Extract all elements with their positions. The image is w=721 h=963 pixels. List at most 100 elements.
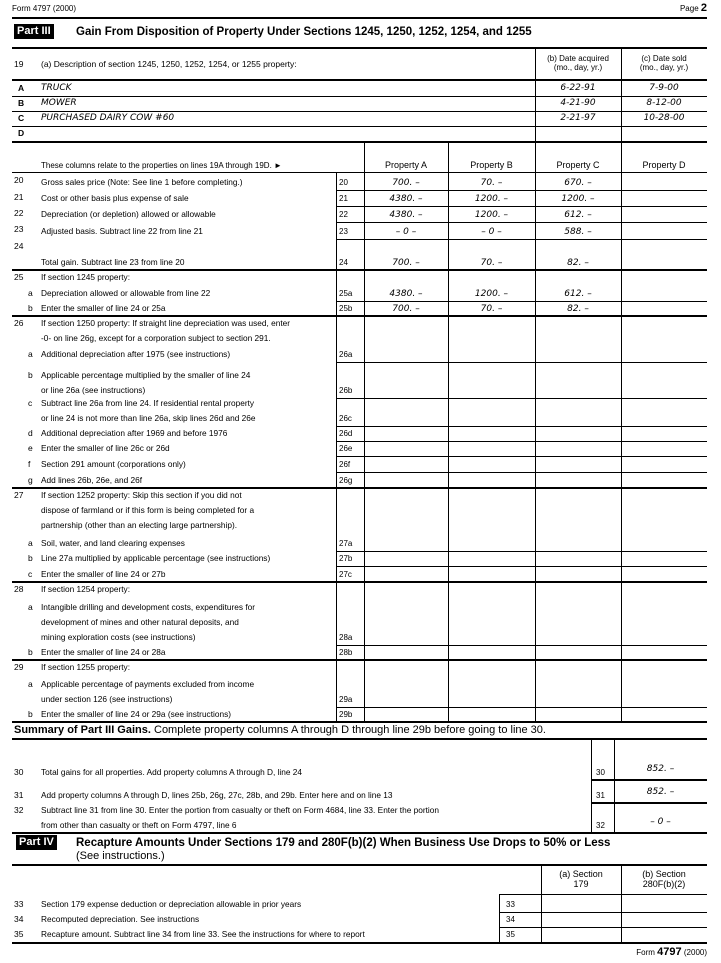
amount-field-property-a[interactable]: 700. – — [392, 258, 420, 268]
page-label: Page — [679, 4, 699, 13]
line-box-label: 26c — [339, 414, 352, 423]
divider — [336, 398, 707, 399]
part4-badge: Part IV — [16, 835, 57, 850]
line-number: 34 — [14, 914, 24, 924]
line-letter: c — [28, 569, 33, 579]
amount-field-property-b[interactable]: 70. – — [480, 304, 503, 314]
divider — [499, 895, 500, 943]
line-description: Soil, water, and land clearing expenses — [41, 538, 185, 548]
divider — [12, 79, 707, 81]
line-description: Depreciation (or depletion) allowed or a… — [41, 209, 216, 219]
amount-field-property-b[interactable]: 1200. – — [474, 194, 509, 204]
line-box-label: 27b — [339, 554, 353, 563]
divider — [336, 222, 707, 223]
line-number: 32 — [14, 805, 24, 815]
amount-field-property-b[interactable]: 70. – — [480, 178, 503, 188]
amount-field-property-c[interactable]: 612. – — [564, 210, 592, 220]
line-description: If section 1250 property: If straight li… — [41, 318, 291, 343]
divider — [12, 721, 707, 723]
line-description: Section 291 amount (corporations only) — [41, 459, 186, 469]
amount-field-property-b[interactable]: – 0 – — [481, 227, 502, 237]
amount-field-property-b[interactable]: 1200. – — [474, 210, 509, 220]
form-header-label: Form 4797 (2000) — [12, 4, 77, 13]
line-letter: b — [28, 303, 33, 313]
line-number: 29 — [14, 662, 24, 672]
amount-field-property-b[interactable]: 1200. – — [474, 289, 509, 299]
divider — [12, 126, 707, 127]
line-letter: d — [28, 428, 33, 438]
divider — [336, 472, 707, 473]
amount-field-property-a[interactable]: 700. – — [392, 178, 420, 188]
line-description: Add lines 26b, 26e, and 26f — [41, 475, 143, 485]
line-number: 33 — [14, 899, 24, 909]
property-description-field[interactable]: TRUCK — [41, 83, 72, 93]
line-description: Enter the smaller of line 24 or 29a (see… — [41, 709, 231, 719]
date-acquired-field[interactable]: 2-21-97 — [560, 113, 596, 123]
line-box-label: 26f — [339, 460, 351, 469]
amount-field-property-a[interactable]: 4380. – — [389, 210, 423, 220]
line-letter: c — [28, 398, 33, 408]
amount-field-property-c[interactable]: 612. – — [564, 289, 592, 299]
date-acquired-field[interactable]: 6-22-91 — [560, 83, 596, 93]
date-sold-field[interactable]: 10-28-00 — [643, 113, 685, 123]
amount-field-property-a[interactable]: 4380. – — [389, 194, 423, 204]
line-description: Total gain. Subtract line 23 from line 2… — [41, 257, 185, 267]
line-number: 24 — [14, 241, 24, 251]
amount-field-property-c[interactable]: 588. – — [564, 227, 592, 237]
line-box-label: 26g — [339, 476, 353, 485]
line-box-label: 27c — [339, 570, 352, 579]
line-box-label: 28b — [339, 648, 353, 657]
date-sold-header: (c) Date sold (mo., day, yr.) — [639, 54, 689, 72]
divider — [591, 802, 707, 804]
line-description: Applicable percentage of payments exclud… — [41, 679, 255, 704]
line-box-label: 29a — [339, 695, 353, 704]
column-header-property-d: Property D — [642, 160, 686, 170]
amount-field-property-b[interactable]: 70. – — [480, 258, 503, 268]
divider — [12, 315, 707, 317]
amount-field-property-a[interactable]: 4380. – — [389, 289, 423, 299]
amount-field-property-c[interactable]: 82. – — [567, 258, 589, 268]
amount-field-property-a[interactable]: 700. – — [392, 304, 420, 314]
line-description: Applicable percentage multiplied by the … — [41, 370, 251, 395]
total-amount-field[interactable]: 852. – — [646, 764, 675, 774]
amount-field-property-c[interactable]: 670. – — [564, 178, 592, 188]
amount-field-property-a[interactable]: – 0 – — [395, 227, 417, 237]
line-description: Subtract line 31 from line 30. Enter the… — [41, 805, 440, 830]
part3-badge: Part III — [14, 24, 54, 39]
divider — [336, 239, 707, 240]
line-letter: b — [28, 553, 33, 563]
date-acquired-header: (b) Date acquired (mo., day, yr.) — [547, 54, 609, 72]
line-description: Enter the smaller of line 24 or 25a — [41, 303, 166, 313]
line-description: Cost or other basis plus expense of sale — [41, 193, 189, 203]
line-box-label: 29b — [339, 710, 353, 719]
total-amount-field[interactable]: – 0 – — [650, 817, 671, 827]
amount-field-property-c[interactable]: 1200. – — [561, 194, 595, 204]
divider — [336, 301, 707, 302]
divider — [336, 645, 707, 646]
date-sold-field[interactable]: 7-9-00 — [649, 83, 679, 93]
column-header-property-c: Property C — [556, 160, 600, 170]
line19-description-label: (a) Description of section 1245, 1250, 1… — [41, 59, 297, 69]
divider — [12, 832, 707, 834]
column-header-property-b: Property B — [470, 160, 513, 170]
date-sold-field[interactable]: 8-12-00 — [646, 98, 682, 108]
divider — [12, 111, 707, 112]
divider — [535, 143, 536, 722]
property-description-field[interactable]: PURCHASED DAIRY COW #60 — [41, 113, 175, 123]
line-number: 30 — [14, 767, 24, 777]
line-description: Additional depreciation after 1975 (see … — [41, 349, 231, 359]
date-acquired-field[interactable]: 4-21-90 — [560, 98, 596, 108]
line-description: Line 27a multiplied by applicable percen… — [41, 553, 271, 563]
line-description: Enter the smaller of line 24 or 28a — [41, 647, 166, 657]
amount-field-property-c[interactable]: 82. – — [567, 304, 589, 314]
line-number: 26 — [14, 318, 24, 328]
divider — [336, 707, 707, 708]
property-description-field[interactable]: MOWER — [41, 98, 77, 108]
divider — [12, 659, 707, 661]
divider — [621, 49, 622, 142]
line-number: 28 — [14, 584, 24, 594]
page-number: 2 — [700, 2, 707, 14]
total-amount-field[interactable]: 852. – — [646, 787, 675, 797]
line-letter: a — [28, 679, 33, 689]
line-box-label: 27a — [339, 539, 353, 548]
